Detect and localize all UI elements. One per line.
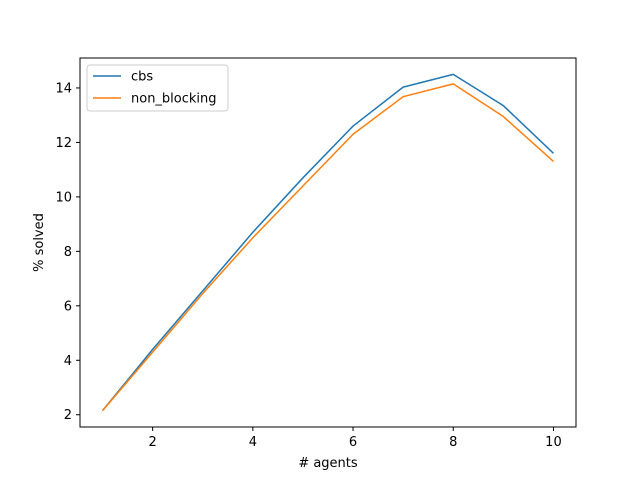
series-line-non_blocking	[101, 83, 554, 412]
y-tick-label: 14	[55, 81, 72, 96]
x-tick-label: 2	[149, 435, 157, 450]
series-layer	[101, 73, 554, 412]
axes-frame	[79, 57, 577, 428]
y-tick-label: 12	[55, 136, 72, 151]
legend: cbs non_blocking	[86, 64, 229, 112]
x-axis: 2 4 6 8 10	[149, 427, 562, 450]
legend-label-non_blocking: non_blocking	[131, 92, 217, 107]
y-tick-label: 6	[64, 299, 72, 314]
y-tick-label: 2	[64, 408, 72, 423]
y-axis-label: % solved	[32, 213, 47, 272]
legend-label-cbs: cbs	[131, 70, 153, 85]
series-line-cbs	[101, 73, 554, 412]
y-axis: 2 4 6 8 10 12 14	[55, 81, 80, 423]
x-tick-label: 4	[249, 435, 257, 450]
x-tick-label: 10	[545, 435, 562, 450]
y-tick-label: 8	[64, 245, 72, 260]
y-tick-label: 4	[64, 354, 72, 369]
legend-box	[86, 64, 229, 112]
y-tick-label: 10	[55, 190, 72, 205]
x-axis-label: # agents	[298, 456, 358, 471]
x-tick-label: 8	[449, 435, 457, 450]
x-tick-label: 6	[349, 435, 357, 450]
